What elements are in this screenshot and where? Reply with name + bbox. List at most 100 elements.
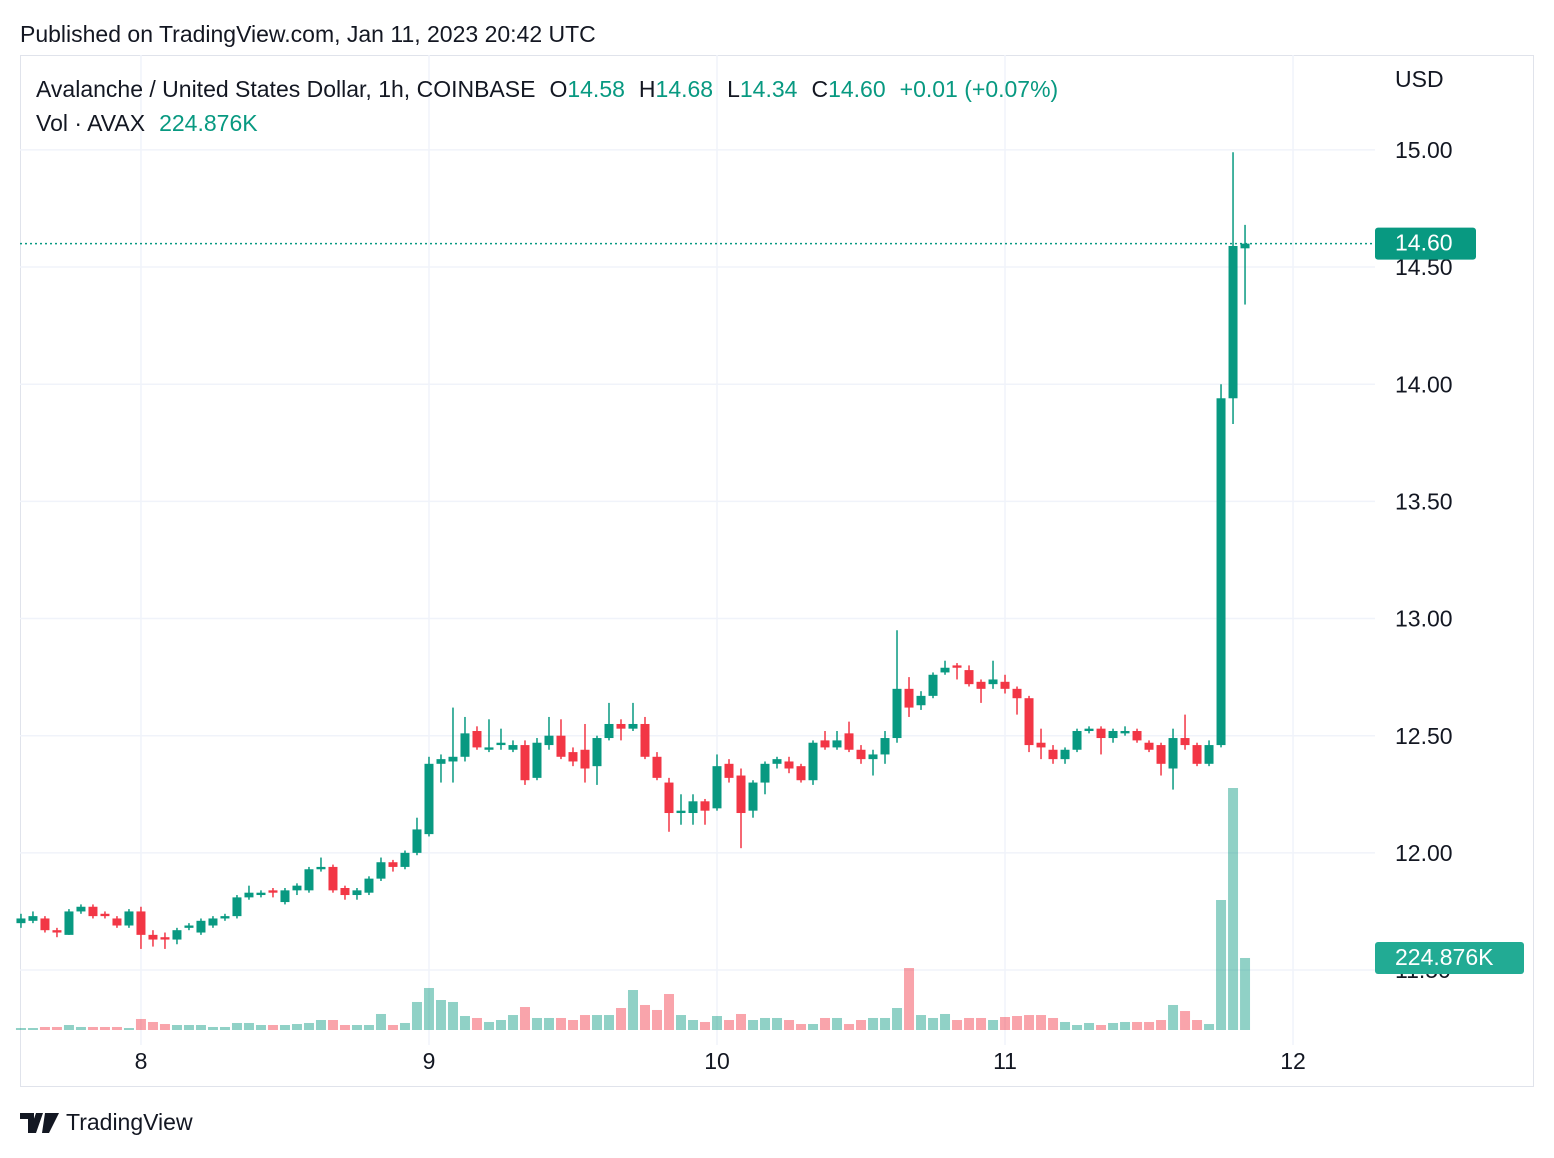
candle-body: [1180, 738, 1190, 746]
volume-bar: [387, 1025, 398, 1030]
candle-body: [532, 742, 542, 778]
volume-bar: [351, 1025, 362, 1030]
volume-bar: [904, 968, 915, 1030]
candle-body: [820, 740, 830, 748]
volume-bar: [808, 1024, 819, 1030]
ohlc-value: 14.34: [739, 76, 798, 102]
candle-body: [196, 920, 206, 933]
chart-frame: [20, 55, 1534, 1087]
volume-bar: [928, 1017, 939, 1030]
volume-bar: [1036, 1015, 1047, 1030]
candle-body: [472, 731, 482, 748]
volume-bar: [459, 1016, 470, 1030]
x-tick-label: 11: [993, 1048, 1017, 1074]
candle-body: [808, 742, 818, 781]
candle-body: [1120, 731, 1130, 734]
candle-body: [244, 892, 254, 898]
volume-legend: Vol · AVAX 224.876K: [36, 110, 258, 137]
volume-bar: [1156, 1020, 1167, 1030]
candle-body: [424, 763, 434, 835]
candle-body: [1156, 745, 1166, 764]
ohlc-fields: O14.58 H14.68 L14.34 C14.60: [549, 76, 885, 103]
candle-body: [748, 782, 758, 811]
candle-body: [412, 829, 422, 853]
candle-body: [988, 679, 998, 685]
candle-body: [676, 810, 686, 814]
volume-bar: [892, 1008, 903, 1030]
candle-body: [976, 681, 986, 689]
volume-bar: [820, 1017, 831, 1030]
volume-bar: [663, 994, 674, 1030]
candle-body: [1204, 745, 1214, 764]
candle-body: [328, 866, 338, 891]
volume-bar: [736, 1013, 747, 1030]
candle-body: [16, 918, 26, 924]
volume-bar: [315, 1020, 326, 1030]
volume-bar: [880, 1017, 891, 1030]
volume-bar: [15, 1028, 26, 1030]
volume-bar: [832, 1017, 843, 1030]
candle-body: [340, 888, 350, 896]
ohlc-field: C14.60: [811, 76, 885, 103]
candle-body: [1072, 731, 1082, 750]
volume-bar: [1108, 1022, 1119, 1030]
candle-body: [40, 918, 50, 931]
volume-bar: [447, 1001, 458, 1030]
volume-bar: [1216, 900, 1227, 1030]
volume-bar: [615, 1008, 626, 1030]
volume-bar: [1204, 1024, 1215, 1030]
volume-bar: [231, 1022, 242, 1030]
candle-body: [76, 906, 86, 912]
y-tick-label: 15.00: [1395, 137, 1453, 163]
volume-bar: [940, 1013, 951, 1030]
candle-body: [64, 911, 74, 935]
volume-bar: [111, 1026, 122, 1030]
candle-body: [556, 735, 566, 757]
volume-bar: [1084, 1022, 1095, 1030]
candle-body: [292, 885, 302, 891]
ohlc-value: 14.60: [828, 76, 886, 102]
candle-body: [616, 723, 626, 729]
volume-bar: [543, 1017, 554, 1030]
volume-bar: [255, 1025, 266, 1030]
ohlc-letter: H: [638, 76, 656, 102]
candle-body: [364, 878, 374, 893]
symbol: Avalanche / United States Dollar, 1h, CO…: [36, 76, 536, 102]
volume-bar: [267, 1025, 278, 1030]
y-tick-label: 13.00: [1395, 606, 1453, 632]
candle-body: [1000, 681, 1010, 689]
volume-bar: [1144, 1021, 1155, 1030]
ohlc-value: 14.58: [567, 76, 625, 102]
candle-body: [496, 742, 506, 746]
volume-bar: [279, 1025, 290, 1030]
candle-body: [220, 916, 230, 919]
volume-bar: [784, 1020, 795, 1030]
volume-bar: [748, 1020, 759, 1030]
volume-bar: [303, 1022, 314, 1030]
volume-bar: [772, 1017, 783, 1030]
candle-body: [280, 890, 290, 903]
volume-bar: [531, 1017, 542, 1030]
volume-bar: [135, 1018, 146, 1030]
volume-bar: [27, 1028, 38, 1030]
volume-bar: [627, 990, 638, 1030]
candle-body: [388, 862, 398, 867]
volume-bar: [1012, 1016, 1023, 1030]
volume-bar: [976, 1017, 987, 1030]
brand-name: TradingView: [66, 1109, 193, 1135]
candle-body: [304, 869, 314, 891]
volume-bar: [1240, 957, 1251, 1030]
candle-body: [184, 925, 194, 928]
candle-body: [352, 890, 362, 896]
candle-body: [436, 759, 446, 764]
last-volume-label: 224.876K: [1395, 944, 1494, 970]
ohlc-letter: C: [811, 76, 829, 102]
candle-body: [160, 937, 170, 940]
candle-body: [460, 733, 470, 757]
candle-body: [928, 674, 938, 696]
candle-body: [892, 688, 902, 739]
volume-bar: [159, 1024, 170, 1030]
candle-body: [124, 911, 134, 926]
candle-series: [16, 152, 1250, 949]
